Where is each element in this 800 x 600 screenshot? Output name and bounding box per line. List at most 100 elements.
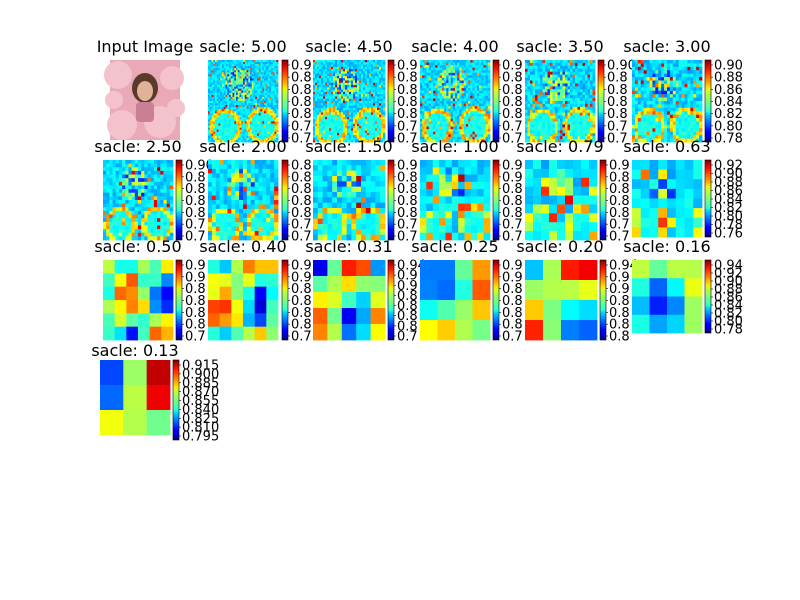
heatmap-cell xyxy=(448,118,452,122)
heatmap-cell xyxy=(481,126,484,130)
heatmap-cell xyxy=(430,111,434,115)
heatmap-cell xyxy=(365,123,368,127)
heatmap-cell xyxy=(241,82,244,85)
heatmap-cell xyxy=(331,64,334,68)
heatmap-cell xyxy=(590,77,593,81)
heatmap-cell xyxy=(223,139,226,143)
heatmap-cell xyxy=(537,103,541,108)
heatmap-cell xyxy=(315,91,318,95)
heatmap-cell xyxy=(585,92,588,96)
heatmap-cell xyxy=(681,66,685,71)
heatmap-cell xyxy=(313,91,316,95)
heatmap-cell xyxy=(365,85,368,88)
heatmap-cell xyxy=(572,127,576,131)
heatmap-cell xyxy=(216,86,219,90)
heatmap-cell xyxy=(220,121,223,124)
heatmap-cell xyxy=(381,75,384,79)
heatmap-cell xyxy=(444,90,447,94)
heatmap-cell xyxy=(331,62,334,65)
heatmap-cell xyxy=(426,62,430,66)
heatmap-cell xyxy=(319,80,322,84)
heatmap-cell xyxy=(260,113,263,116)
heatmap-cell xyxy=(587,92,591,96)
heatmap-cell xyxy=(351,96,354,100)
heatmap-cell xyxy=(550,109,553,114)
heatmap-cell xyxy=(369,132,372,136)
heatmap-cell xyxy=(208,96,211,100)
heatmap-cell xyxy=(229,103,232,106)
heatmap-cell xyxy=(347,62,350,65)
heatmap-cell xyxy=(461,65,465,69)
heatmap-cell xyxy=(225,88,228,92)
heatmap-cell xyxy=(347,94,350,97)
heatmap-cell xyxy=(236,107,239,110)
heatmap-cell xyxy=(470,139,473,143)
heatmap-cell xyxy=(327,87,330,91)
heatmap-cell xyxy=(468,90,471,94)
heatmap-cell xyxy=(319,123,322,127)
heatmap-cell xyxy=(236,139,239,143)
heatmap-cell xyxy=(253,117,256,120)
heatmap-cell xyxy=(367,112,370,116)
heatmap-cell xyxy=(646,70,650,75)
heatmap-cell xyxy=(361,64,364,68)
heatmap-cell xyxy=(274,96,277,100)
heatmap-cell xyxy=(696,80,700,85)
heatmap-cell xyxy=(329,64,332,68)
heatmap-cell xyxy=(369,96,372,100)
heatmap-cell xyxy=(459,103,462,107)
heatmap-cell xyxy=(269,82,272,85)
heatmap-cell xyxy=(365,128,368,132)
heatmap-cell xyxy=(540,62,543,67)
heatmap-cell xyxy=(371,98,374,102)
heatmap-cell xyxy=(649,60,653,64)
heatmap-cell xyxy=(223,66,226,69)
heatmap-cell xyxy=(215,70,218,73)
heatmap-cell xyxy=(375,119,378,122)
heatmap-cell xyxy=(572,68,576,73)
heatmap-cell xyxy=(424,118,427,122)
heatmap-cell xyxy=(274,135,277,139)
heatmap-cell xyxy=(550,101,553,105)
colorbar-tick-label: 0.8 xyxy=(397,71,418,86)
heatmap-cell xyxy=(253,121,256,124)
heatmap-cell xyxy=(337,114,340,118)
heatmap-cell xyxy=(232,72,235,75)
heatmap-cell xyxy=(246,139,249,143)
heatmap-cell xyxy=(371,66,374,70)
heatmap-cell xyxy=(634,87,639,92)
heatmap-cell xyxy=(381,87,384,91)
heatmap-cell xyxy=(426,65,430,69)
heatmap-cell xyxy=(269,94,272,98)
heatmap-cell xyxy=(637,70,642,75)
heatmap-cell xyxy=(323,123,326,127)
heatmap-cell xyxy=(251,88,254,92)
heatmap-cell xyxy=(474,90,478,94)
heatmap-cell xyxy=(274,103,277,106)
heatmap-cell xyxy=(265,74,268,77)
heatmap-cell xyxy=(234,84,237,88)
heatmap-cell xyxy=(433,136,436,140)
heatmap-cell xyxy=(267,101,270,104)
heatmap-cell xyxy=(383,135,386,138)
heatmap-cell xyxy=(315,105,318,109)
heatmap-cell xyxy=(369,71,372,75)
heatmap-cell xyxy=(271,68,274,71)
heatmap-cell xyxy=(446,106,449,110)
heatmap-cell xyxy=(208,133,211,137)
heatmap-cell xyxy=(435,113,438,117)
heatmap-cell xyxy=(215,90,218,94)
heatmap-cell xyxy=(634,70,639,75)
heatmap-cell xyxy=(687,87,691,92)
heatmap-cell xyxy=(446,126,449,130)
heatmap-cell xyxy=(435,116,438,120)
heatmap-cell xyxy=(580,139,583,143)
heatmap-cell xyxy=(349,132,352,136)
heatmap-cell xyxy=(640,73,645,78)
heatmap-cell xyxy=(363,128,366,132)
heatmap-cell xyxy=(329,137,332,141)
heatmap-cell xyxy=(236,125,239,129)
heatmap-cell xyxy=(355,128,358,132)
heatmap-cell xyxy=(220,68,223,71)
heatmap-cell xyxy=(349,64,352,68)
